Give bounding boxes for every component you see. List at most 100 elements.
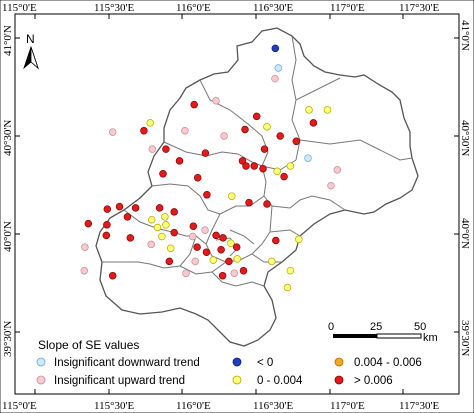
legend-item: < 0	[232, 357, 273, 369]
district-line	[151, 183, 221, 215]
right-lat-label: 40°30'N	[459, 120, 471, 156]
station-point	[165, 257, 174, 266]
station-point	[241, 125, 249, 134]
top-lon-label: 117°0'E	[330, 2, 365, 14]
station-point	[146, 119, 154, 127]
station-point	[81, 243, 89, 251]
north-arrow-label: N	[26, 32, 35, 46]
district-line	[102, 235, 197, 269]
legend-swatch-lt0	[232, 357, 242, 367]
station-point	[201, 226, 209, 234]
station-point	[217, 245, 225, 254]
station-point	[232, 243, 241, 251]
station-point	[170, 208, 178, 216]
top-lon-label: 115°30'E	[94, 2, 134, 14]
district-line	[269, 229, 301, 237]
station-point	[250, 162, 258, 170]
station-point	[304, 154, 312, 162]
station-point	[147, 240, 155, 249]
station-point	[108, 271, 117, 280]
bottom-lon-label: 115°30'E	[94, 400, 134, 412]
station-point	[242, 162, 250, 170]
frame-ticks	[15, 14, 459, 394]
district-line	[261, 165, 346, 211]
station-point	[158, 232, 166, 241]
station-point	[188, 232, 197, 241]
station-point	[259, 164, 267, 173]
station-point	[295, 235, 303, 244]
station-point	[333, 166, 342, 174]
legend-item: 0.004 - 0.006	[334, 357, 422, 369]
station-point	[202, 248, 211, 256]
right-lat-label: 39°30'N	[459, 320, 471, 356]
station-point	[280, 172, 288, 181]
bottom-lon-label: 116°30'E	[253, 400, 293, 412]
top-lon-label: 115°0'E	[2, 2, 37, 14]
station-point	[155, 204, 164, 212]
station-point	[286, 266, 295, 275]
bottom-lon-label: 116°0'E	[176, 400, 211, 412]
bottom-axis-labels: 115°0'E 115°30'E 116°0'E 116°30'E 117°0'…	[2, 400, 439, 412]
district-line	[229, 229, 255, 245]
scale-bar-segment	[333, 334, 377, 338]
station-point	[212, 231, 220, 240]
station-point	[273, 167, 281, 176]
station-point	[218, 271, 227, 280]
scale-unit: km	[423, 332, 438, 344]
legend-label: 0.004 - 0.006	[354, 357, 422, 369]
station-point	[103, 205, 112, 213]
station-point	[263, 123, 271, 131]
legend-item: Insignificant upward trend	[36, 375, 185, 387]
left-lat-label: 40°30'N	[2, 120, 14, 156]
north-arrow: N	[23, 32, 39, 70]
legend-label: 0 - 0.004	[257, 375, 303, 387]
beijing-boundary	[95, 27, 419, 347]
station-point	[162, 145, 170, 153]
station-point	[201, 149, 210, 157]
station-point	[239, 266, 248, 275]
district-line	[163, 141, 297, 171]
right-axis-labels: 41°0'N 40°30'N 40°0'N 39°30'N	[459, 20, 471, 356]
station-point	[276, 132, 284, 140]
legend-swatch-0-004-006	[334, 357, 344, 367]
station-point	[272, 236, 280, 245]
station-point	[323, 106, 332, 114]
scale-bar: 0 25 50 km	[328, 321, 438, 344]
station-point	[102, 231, 111, 240]
legend-label: Insignificant upward trend	[54, 375, 185, 387]
legend-label: Insignificant downward trend	[54, 357, 200, 369]
station-point	[103, 221, 111, 229]
left-lat-label: 39°30'N	[2, 321, 14, 357]
legend: Slope of SE values Insignificant downwar…	[36, 338, 422, 387]
scale-label-50: 50	[414, 321, 426, 333]
station-point	[260, 145, 269, 153]
station-point	[274, 64, 283, 72]
station-point	[108, 128, 117, 136]
station-point	[80, 266, 89, 275]
station-point	[209, 256, 217, 264]
scale-bar-segment	[376, 333, 422, 339]
stations-layer	[80, 44, 342, 292]
station-point	[190, 100, 198, 109]
legend-item: 0 - 0.004	[232, 375, 303, 387]
station-point	[271, 44, 280, 53]
station-point	[189, 222, 198, 230]
legend-swatch-insignificant-upward	[36, 375, 46, 385]
district-line	[199, 79, 269, 167]
station-point	[131, 204, 140, 212]
station-point	[225, 257, 233, 266]
station-point	[159, 170, 167, 178]
station-point	[203, 191, 211, 199]
station-point	[309, 119, 318, 127]
station-point	[166, 244, 175, 253]
station-point	[123, 213, 132, 221]
station-point	[148, 145, 157, 153]
station-point	[147, 215, 156, 224]
district-line	[251, 253, 282, 263]
station-point	[227, 239, 235, 247]
station-point	[175, 157, 184, 165]
station-point	[126, 234, 135, 242]
station-point	[191, 257, 199, 266]
station-point	[228, 192, 236, 200]
